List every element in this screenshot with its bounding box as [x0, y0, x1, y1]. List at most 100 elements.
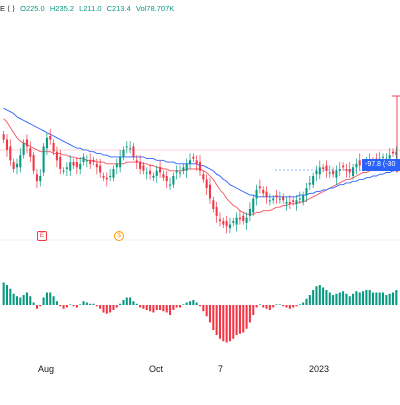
histogram-bar [149, 305, 152, 312]
histogram-bar [195, 302, 198, 305]
ohlc-readout: E ⟨ ⟩ O225.0 H235.2 L211.0 C213.4 Vol78.… [0, 4, 177, 13]
candle [169, 177, 172, 190]
candle [352, 163, 355, 180]
candle [125, 141, 128, 154]
dividend-event-icon[interactable]: $ [114, 231, 124, 241]
candle [9, 139, 12, 166]
candle-body [272, 198, 275, 201]
candle-body [55, 151, 58, 161]
histogram-bar [119, 303, 122, 305]
histogram-bar [245, 305, 248, 329]
candle [258, 179, 261, 194]
candle [172, 172, 175, 189]
histogram-bar [102, 305, 105, 313]
histogram-bar [122, 300, 125, 305]
candle [322, 163, 325, 173]
candle [62, 167, 65, 175]
symbol-suffix[interactable]: E ⟨ ⟩ [0, 4, 16, 13]
candle [342, 162, 345, 171]
x-axis-label-2023: 2023 [309, 364, 330, 374]
histogram-bar [179, 305, 182, 308]
candle-body [69, 162, 72, 171]
candle [265, 186, 268, 204]
candle [159, 160, 162, 178]
histogram-bar [109, 305, 112, 313]
x-axis-label-oct: Oct [149, 364, 164, 374]
histogram-bar [345, 293, 348, 305]
earnings-event-icon[interactable]: E [37, 231, 47, 241]
histogram-bar [95, 305, 98, 307]
candle [152, 172, 155, 182]
histogram-bar [42, 297, 45, 305]
ma-slow-line [3, 107, 397, 198]
histogram-bar [222, 305, 225, 342]
histogram-bar [391, 292, 395, 305]
histogram-bar [315, 286, 318, 305]
histogram-bar [59, 305, 62, 307]
close-value: C213.4 [106, 4, 131, 13]
histogram-bar [278, 304, 281, 305]
histogram-bar [175, 305, 178, 308]
candle-body [12, 162, 15, 170]
histogram-bar [49, 292, 52, 305]
candle [122, 146, 125, 161]
candle [262, 186, 265, 197]
candle-body [42, 146, 45, 173]
candle [238, 210, 241, 225]
candle-body [285, 202, 288, 204]
candle-body [105, 177, 108, 180]
histogram-bar [125, 297, 128, 305]
candle-body [99, 165, 102, 173]
candle [245, 212, 248, 230]
candle-body [95, 163, 98, 168]
histogram-bar [252, 305, 255, 315]
candle-body [142, 165, 145, 171]
candle [272, 195, 275, 204]
histogram-bar [308, 295, 311, 305]
candle-body [82, 156, 85, 163]
histogram-bar [368, 290, 371, 305]
candle-body [262, 189, 265, 194]
candle-body [109, 175, 112, 177]
candle-body [2, 134, 5, 140]
candle [15, 158, 19, 175]
candle-body [149, 170, 152, 175]
histogram-bar [212, 305, 215, 330]
histogram-bar [188, 301, 192, 305]
candle [215, 202, 218, 223]
candle-body [391, 151, 395, 154]
candles [2, 129, 398, 234]
candle [2, 130, 5, 143]
candle-body [162, 174, 165, 178]
candle-body [19, 155, 22, 168]
candle-body [275, 195, 278, 197]
histogram-bar [362, 291, 365, 305]
candle [205, 174, 208, 196]
candle [99, 158, 102, 178]
candle [325, 160, 328, 178]
candle [49, 129, 52, 145]
histogram-bar [152, 305, 155, 313]
candle [119, 149, 122, 173]
candle [285, 196, 288, 211]
histogram-bar [335, 293, 338, 305]
histogram-bar [159, 305, 162, 310]
histogram-bar [282, 305, 285, 307]
candle [182, 163, 185, 175]
candle [305, 182, 308, 203]
candle [332, 167, 335, 178]
histogram-bar [365, 290, 368, 305]
candle-body [159, 167, 162, 173]
histogram-bar [242, 305, 245, 333]
histogram-bar [372, 292, 375, 305]
histogram-bar [298, 304, 301, 305]
histogram-bar [202, 305, 205, 312]
histogram-bar [348, 296, 351, 305]
candle-body [208, 184, 212, 199]
candle [315, 165, 318, 182]
candle [142, 162, 145, 175]
histogram-bar [182, 304, 185, 305]
candle [139, 155, 142, 175]
